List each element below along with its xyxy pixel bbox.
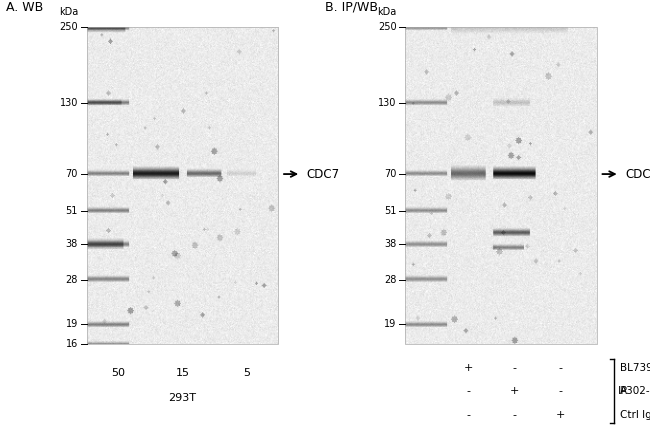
Text: -: - [558,363,562,373]
Text: +: + [463,363,473,373]
Text: -: - [512,363,516,373]
Text: -: - [512,410,516,420]
Text: -: - [558,386,562,396]
Text: 38: 38 [384,239,396,249]
Text: 15: 15 [176,368,189,378]
Text: B. IP/WB: B. IP/WB [325,1,378,14]
Text: 250: 250 [59,22,78,32]
Text: kDa: kDa [58,7,78,17]
Text: Ctrl IgG: Ctrl IgG [619,410,650,420]
Text: +: + [510,386,519,396]
Text: -: - [466,386,471,396]
Text: +: + [556,410,565,420]
Text: 28: 28 [66,275,78,285]
Text: 70: 70 [66,169,78,179]
Text: 28: 28 [384,275,396,285]
Text: A. WB: A. WB [6,1,44,14]
Text: CDC7: CDC7 [625,168,650,181]
Text: 250: 250 [378,22,396,32]
Text: BL7390: BL7390 [619,363,650,373]
Text: 130: 130 [378,98,396,108]
Text: IP: IP [618,386,628,396]
Text: 51: 51 [66,206,78,216]
Text: 38: 38 [66,239,78,249]
Text: 130: 130 [60,98,78,108]
Text: 51: 51 [384,206,396,216]
Text: A302-504A: A302-504A [619,386,650,396]
Bar [405,27,597,344]
Text: 16: 16 [66,339,78,349]
Text: -: - [466,410,471,420]
Bar [86,27,278,344]
Text: kDa: kDa [377,7,396,17]
Text: 293T: 293T [168,393,196,403]
Text: 50: 50 [112,368,125,378]
Text: 19: 19 [66,319,78,329]
Text: 70: 70 [384,169,396,179]
Text: 19: 19 [384,319,396,329]
Text: 5: 5 [242,368,250,378]
Text: CDC7: CDC7 [307,168,340,181]
